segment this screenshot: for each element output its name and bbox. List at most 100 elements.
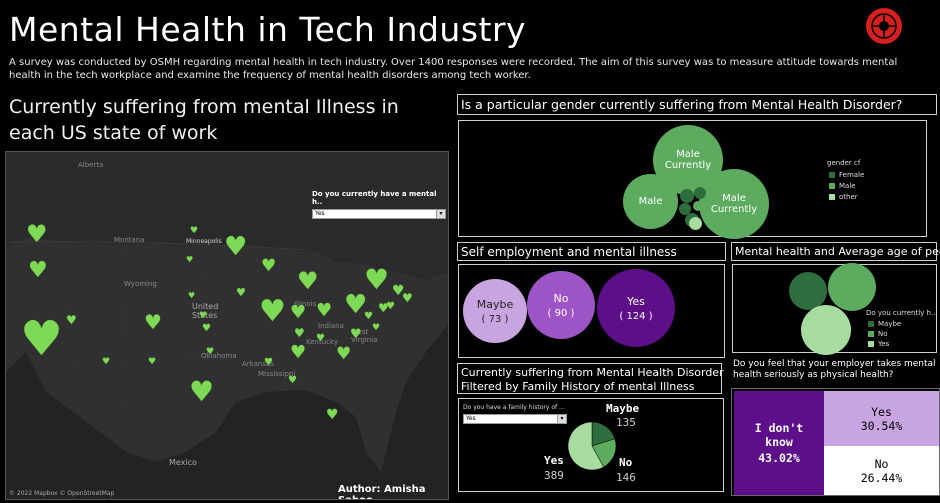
- page-title: Mental Health in Tech Industry: [9, 10, 527, 49]
- self-emp-panel: Maybe ( 73 ) No ( 90 ) Yes ( 124 ): [458, 264, 725, 358]
- author-label: Author: Amisha Sahoo: [338, 484, 426, 499]
- chevron-down-icon[interactable]: ▾: [436, 210, 445, 218]
- tile-label: I don't know: [754, 421, 804, 449]
- state-heart-icon[interactable]: ♥: [378, 301, 389, 315]
- state-heart-icon[interactable]: ♥: [261, 256, 277, 276]
- employer-panel: I don't know 43.02% Yes 30.54% No 26.44%: [731, 388, 940, 496]
- state-heart-icon[interactable]: ♥: [148, 357, 157, 367]
- state-heart-icon[interactable]: ♥: [386, 301, 395, 312]
- state-heart-icon[interactable]: ♥: [186, 255, 194, 264]
- state-heart-icon[interactable]: ♥: [344, 290, 368, 320]
- legend-no: No: [868, 330, 888, 338]
- label-mexico: Mexico: [169, 458, 197, 467]
- state-heart-icon[interactable]: ♥: [28, 258, 48, 283]
- legend-yes: Yes: [868, 340, 889, 348]
- state-heart-icon[interactable]: ♥: [144, 310, 162, 334]
- state-heart-icon[interactable]: ♥: [350, 327, 362, 342]
- bubble-female[interactable]: [679, 203, 691, 215]
- map-filter-label: Do you currently have a mental h..: [312, 190, 437, 206]
- bubble-other[interactable]: [689, 217, 702, 230]
- state-heart-icon[interactable]: ♥: [264, 357, 273, 368]
- pie-slice-no[interactable]: [591, 438, 617, 468]
- bubble-label: Maybe: [476, 297, 514, 311]
- bubble-male-currently-2[interactable]: Male Currently: [699, 169, 769, 239]
- logo-icon: [866, 8, 902, 44]
- bubble-value: ( 73 ): [481, 313, 509, 325]
- legend-female: Female: [829, 171, 864, 179]
- map-attribution[interactable]: © 2022 Mapbox © OpenStreetMap: [9, 490, 115, 497]
- family-title-box: Currently suffering from Mental Health D…: [457, 363, 724, 394]
- state-heart-icon[interactable]: ♥: [259, 294, 286, 329]
- map-background: [6, 152, 448, 499]
- bubble-yes[interactable]: Yes ( 124 ): [597, 269, 675, 347]
- tile-value: 43.02%: [758, 451, 800, 465]
- family-panel: Do you have a family history of ... Yes …: [458, 398, 724, 492]
- state-heart-icon[interactable]: ♥: [326, 407, 339, 423]
- family-filter-select[interactable]: Yes ▾: [463, 414, 567, 424]
- state-heart-icon[interactable]: ♥: [372, 323, 381, 333]
- state-heart-icon[interactable]: ♥: [202, 323, 211, 334]
- state-heart-icon[interactable]: ♥: [288, 375, 297, 386]
- state-heart-icon[interactable]: ♥: [199, 311, 208, 321]
- bubble-female[interactable]: [680, 189, 694, 203]
- state-heart-icon[interactable]: ♥: [402, 291, 413, 305]
- state-heart-icon[interactable]: ♥: [66, 313, 77, 327]
- chevron-down-icon[interactable]: ▾: [557, 415, 566, 423]
- tile-dont-know[interactable]: I don't know 43.02%: [734, 391, 824, 495]
- bubble-age-no[interactable]: [828, 263, 876, 311]
- bubble-no[interactable]: No ( 90 ): [527, 271, 595, 339]
- city-label: Minneapolis: [186, 238, 222, 245]
- age-title: Mental health and Average age of people: [735, 245, 940, 258]
- tile-yes[interactable]: Yes 30.54%: [824, 391, 939, 446]
- state-heart-icon[interactable]: ♥: [190, 226, 199, 236]
- state-heart-icon[interactable]: ♥: [294, 326, 305, 340]
- label-illinois: Illinois: [294, 300, 317, 308]
- state-heart-icon[interactable]: ♥: [392, 283, 405, 299]
- state-heart-icon[interactable]: ♥: [316, 300, 333, 321]
- state-heart-icon[interactable]: ♥: [336, 344, 352, 364]
- state-heart-icon[interactable]: ♥: [364, 263, 390, 296]
- family-pie-chart[interactable]: [567, 421, 617, 471]
- bubble-male[interactable]: Male: [623, 174, 678, 229]
- legend-maybe: Maybe: [868, 320, 901, 328]
- bubble-male[interactable]: [693, 201, 703, 211]
- state-heart-icon[interactable]: ♥: [188, 291, 196, 300]
- bubble-female[interactable]: [694, 187, 706, 199]
- map-filter-value: Yes: [315, 210, 325, 217]
- state-heart-icon[interactable]: ♥: [26, 220, 48, 248]
- state-heart-icon[interactable]: ♥: [297, 267, 319, 295]
- state-heart-icon[interactable]: ♥: [290, 302, 307, 323]
- state-heart-icon[interactable]: ♥: [189, 375, 215, 408]
- legend-male: Male: [829, 182, 856, 190]
- state-heart-icon[interactable]: ♥: [236, 286, 246, 299]
- state-heart-icon[interactable]: ♥: [206, 347, 215, 357]
- state-heart-icon[interactable]: ♥: [102, 357, 111, 367]
- self-emp-title: Self employment and mental illness: [461, 245, 677, 259]
- bubble-age-maybe[interactable]: [789, 272, 827, 310]
- state-heart-icon[interactable]: ♥: [20, 311, 64, 367]
- bubble-value: ( 90 ): [547, 307, 575, 319]
- bubble-age-yes[interactable]: [801, 305, 851, 355]
- bubble-maybe[interactable]: Maybe ( 73 ): [463, 279, 527, 343]
- self-emp-title-box: Self employment and mental illness: [457, 242, 726, 261]
- family-title-line2: Filtered by Family History of mental Ill…: [461, 380, 695, 393]
- bubble-label: Male: [722, 193, 746, 204]
- legend-other: other: [829, 193, 858, 201]
- bubble-label: Currently: [710, 204, 758, 215]
- state-heart-icon[interactable]: ♥: [316, 333, 325, 344]
- us-map[interactable]: Alberta Montana Wyoming United States Me…: [5, 151, 449, 500]
- map-filter[interactable]: Do you currently have a mental h.. Yes ▾: [312, 190, 446, 219]
- state-heart-icon[interactable]: ♥: [224, 232, 248, 262]
- tile-no[interactable]: No 26.44%: [824, 446, 939, 495]
- gender-title: Is a particular gender currently sufferi…: [461, 97, 903, 112]
- state-heart-icon[interactable]: ♥: [364, 311, 373, 322]
- tile-label: No: [874, 456, 889, 471]
- pie-no-value: 146: [616, 471, 636, 484]
- pie-slice-yes[interactable]: [567, 421, 604, 471]
- map-filter-select[interactable]: Yes ▾: [312, 209, 446, 219]
- bubble-label: Male: [676, 149, 700, 160]
- age-panel: Do you currently h.. Maybe No Yes: [732, 263, 937, 355]
- state-heart-icon[interactable]: ♥: [290, 342, 307, 363]
- bubble-label: Male: [638, 196, 663, 207]
- gender-legend-title: gender cf: [827, 159, 861, 167]
